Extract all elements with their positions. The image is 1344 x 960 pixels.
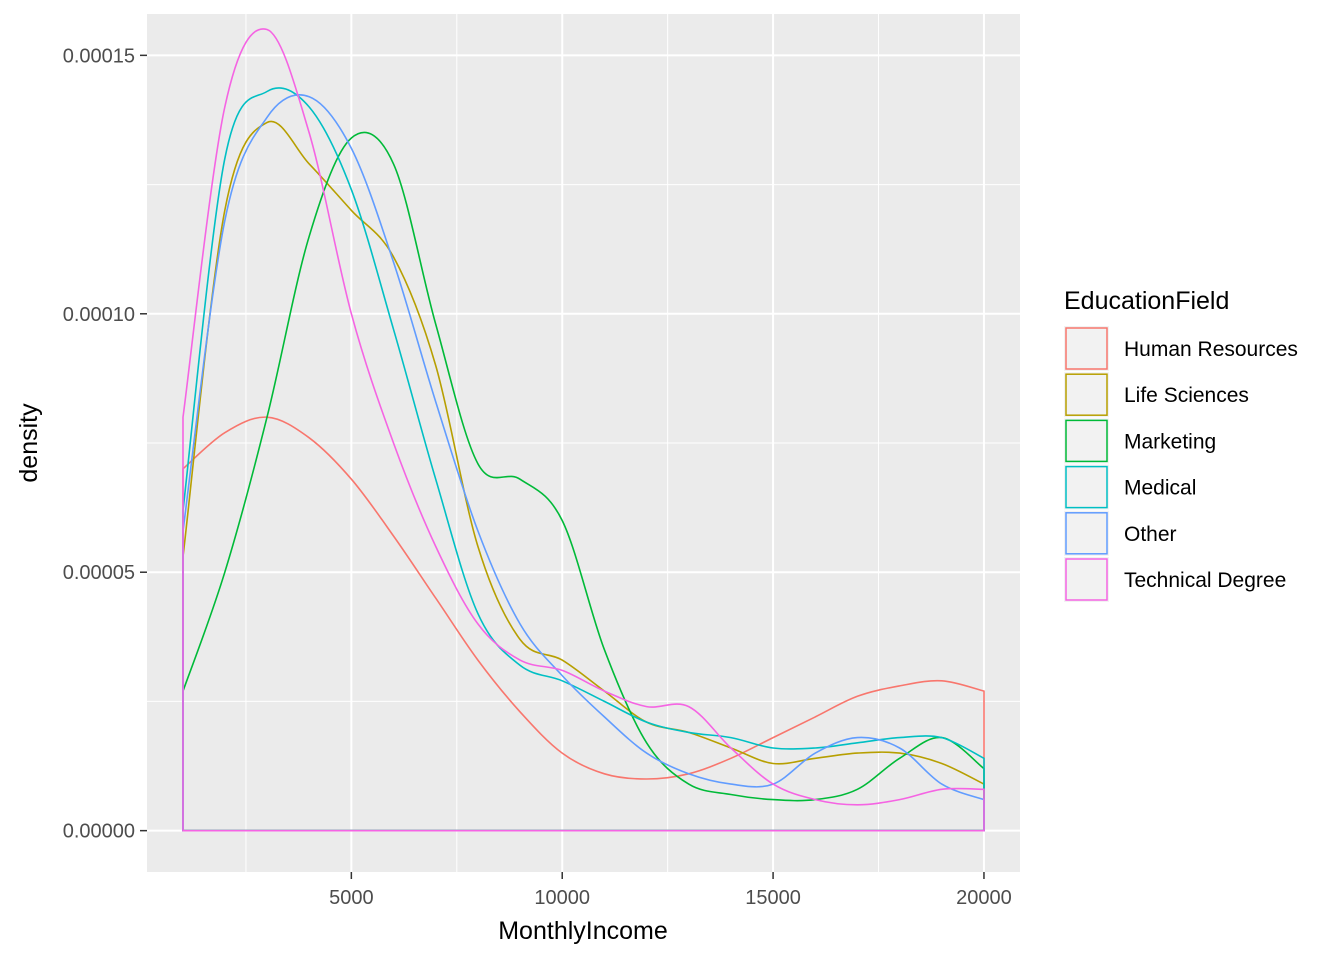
- x-tick-label: 5000: [329, 887, 374, 909]
- x-axis: 5000 10000 15000 20000: [329, 872, 1012, 909]
- legend-label-medical: Medical: [1124, 477, 1196, 500]
- legend-title: EducationField: [1064, 287, 1229, 315]
- y-tick-label: 0.00010: [63, 304, 135, 326]
- legend-label-other: Other: [1124, 523, 1177, 546]
- legend: EducationField Human Resources Life Scien…: [1064, 287, 1298, 602]
- legend-key-background: [1064, 557, 1109, 602]
- density-line-medical: [182, 87, 985, 832]
- density-series: [182, 28, 985, 832]
- legend-key-background: [1064, 464, 1109, 510]
- y-axis-title: density: [15, 403, 43, 483]
- legend-key-medical: [1065, 465, 1108, 509]
- legend-key-marketing: [1065, 419, 1108, 463]
- legend-key-background: [1064, 510, 1109, 556]
- legend-label-human-resources: Human Resources: [1124, 338, 1298, 361]
- legend-key-background: [1064, 372, 1109, 418]
- legend-key-human-resources: [1065, 327, 1108, 370]
- legend-key-other: [1065, 512, 1108, 555]
- density-line-other: [182, 94, 985, 832]
- x-tick-label: 20000: [956, 887, 1012, 909]
- y-tick-label: 0.00000: [63, 821, 135, 843]
- x-tick-label: 15000: [745, 887, 801, 909]
- legend-key-background: [1064, 326, 1109, 371]
- legend-label-technical-degree: Technical Degree: [1124, 569, 1286, 592]
- legend-key-life-sciences: [1065, 373, 1108, 416]
- density-line-technical-degree: [182, 28, 985, 832]
- legend-label-life-sciences: Life Sciences: [1124, 384, 1249, 407]
- x-tick-label: 10000: [534, 887, 590, 909]
- legend-key-background: [1064, 418, 1109, 464]
- y-tick-label: 0.00005: [63, 562, 135, 584]
- grid-minor-lines: [147, 14, 1020, 872]
- y-axis: 0.00000 0.00005 0.00010 0.00015: [63, 45, 147, 843]
- density-line-life-sciences: [182, 120, 985, 832]
- y-tick-label: 0.00015: [63, 45, 135, 67]
- legend-key-technical-degree: [1065, 558, 1108, 601]
- x-axis-title: MonthlyIncome: [498, 917, 668, 945]
- legend-items: Human Resources Life Sciences Marketing Med…: [1064, 326, 1298, 602]
- density-line-marketing: [182, 131, 985, 832]
- legend-label-marketing: Marketing: [1124, 430, 1216, 453]
- density-line-human-resources: [182, 416, 985, 832]
